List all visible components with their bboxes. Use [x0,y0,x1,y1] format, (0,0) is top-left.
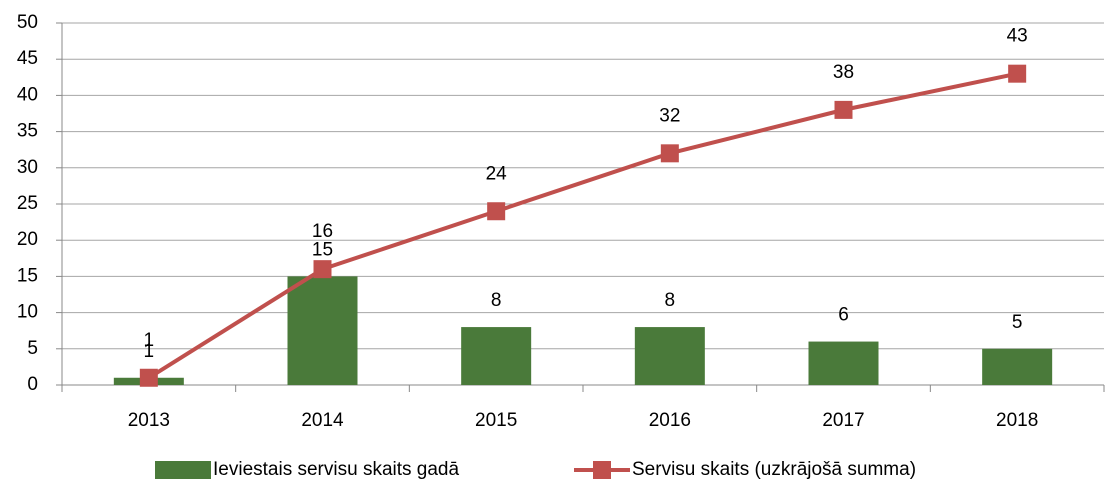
data-label: 5 [1012,312,1023,333]
y-tick-label: 5 [27,338,38,359]
data-label: 1 [144,341,155,362]
line-marker [660,144,679,163]
y-tick-label: 25 [17,193,38,214]
data-label: 43 [1007,26,1028,47]
x-tick-label: 2018 [996,410,1038,431]
data-label: 8 [665,290,676,311]
line-marker [139,368,158,387]
legend-label: Servisu skaits (uzkrājošā summa) [632,459,916,480]
line-marker [1008,64,1027,83]
bar [982,348,1053,385]
legend-label: Ieviestais servisu skaits gadā [213,459,459,480]
x-tick-label: 2014 [301,410,344,431]
y-tick-label: 35 [17,121,38,142]
line-marker [487,202,506,221]
x-tick-label: 2017 [822,410,864,431]
legend-swatch [155,461,211,479]
bar [461,327,532,385]
data-label: 6 [838,305,849,326]
y-tick-label: 40 [17,84,38,105]
data-label: 38 [833,62,854,83]
bar [634,327,705,385]
bar [808,341,879,385]
legend-swatch [593,461,611,479]
line [147,71,1018,380]
y-tick-label: 45 [17,48,38,69]
data-label: 16 [312,221,333,242]
y-tick-label: 30 [17,157,38,178]
y-tick-label: 50 [17,12,38,33]
line-marker [834,100,853,119]
data-label: 24 [486,163,508,184]
data-label: 15 [312,239,333,260]
x-tick-label: 2016 [649,410,691,431]
data-label: 1 [144,330,155,351]
y-tick-label: 20 [17,229,38,250]
data-label: 32 [659,105,680,126]
bar [287,276,358,385]
data-label: 8 [491,290,502,311]
y-tick-label: 0 [27,374,38,395]
x-tick-label: 2013 [128,410,170,431]
line-marker [313,260,332,279]
y-tick-label: 15 [17,265,38,286]
x-tick-label: 2015 [475,410,517,431]
y-tick-label: 10 [17,302,38,323]
